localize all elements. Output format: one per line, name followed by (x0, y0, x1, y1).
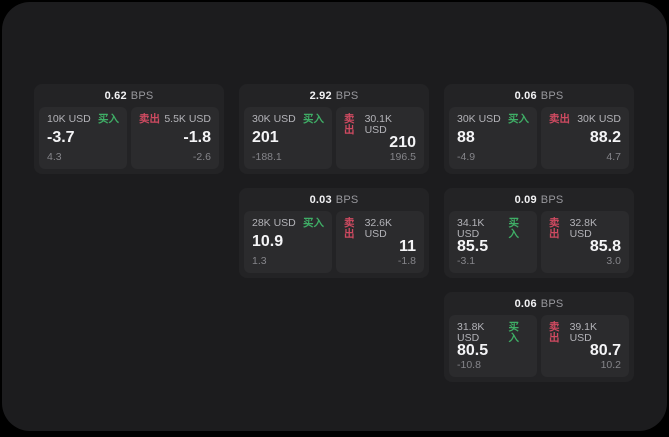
sell-delta: 10.2 (600, 359, 621, 372)
sell-price: 11 (399, 238, 416, 256)
spread-header: 0.06 BPS (444, 84, 634, 107)
buy-side-label: 买入 (508, 321, 519, 344)
buy-amount-label: 10K USD (47, 113, 91, 125)
spread-unit-label: BPS (540, 297, 564, 310)
sell-amount-label: 32.8K USD (569, 217, 598, 240)
sell-tile[interactable]: 卖出 30K USD 88.2 4.7 (541, 107, 629, 169)
buy-delta: -3.1 (457, 255, 476, 268)
sell-side-label: 卖出 (139, 113, 160, 125)
buy-side-label: 买入 (303, 113, 324, 125)
buy-price: 80.5 (457, 342, 489, 360)
quote-cards-grid: 0.62 BPS 10K USD 买入 -3.7 4.3 卖出 5.5K USD… (34, 84, 634, 382)
sell-side-label: 卖出 (344, 217, 355, 240)
buy-price: 201 (252, 129, 279, 147)
spread-value: 0.06 (514, 89, 537, 102)
spread-header: 0.06 BPS (444, 292, 634, 315)
buy-amount-label: 30K USD (457, 113, 501, 125)
spread-unit-label: BPS (335, 193, 359, 206)
quote-body: 10K USD 买入 -3.7 4.3 卖出 5.5K USD -1.8 -2.… (34, 107, 224, 174)
quote-body: 28K USD 买入 10.9 1.3 卖出 32.6K USD 11 -1.8 (239, 211, 429, 278)
quote-card: 2.92 BPS 30K USD 买入 201 -188.1 卖出 30.1K … (239, 84, 429, 174)
sell-tile[interactable]: 卖出 32.8K USD 85.8 3.0 (541, 211, 629, 273)
spread-value: 0.09 (514, 193, 537, 206)
buy-delta: -188.1 (252, 151, 282, 164)
spread-value: 0.62 (104, 89, 127, 102)
sell-price: 88.2 (589, 129, 621, 147)
quote-card: 0.06 BPS 31.8K USD 买入 80.5 -10.8 卖出 39.1… (444, 292, 634, 382)
quote-body: 30K USD 买入 88 -4.9 卖出 30K USD 88.2 4.7 (444, 107, 634, 174)
sell-amount-label: 5.5K USD (164, 113, 211, 125)
sell-delta: 4.7 (606, 151, 621, 164)
buy-tile[interactable]: 31.8K USD 买入 80.5 -10.8 (449, 315, 537, 377)
buy-price: 10.9 (252, 233, 284, 251)
buy-amount-label: 34.1K USD (457, 217, 485, 240)
buy-amount-label: 30K USD (252, 113, 296, 125)
quote-body: 30K USD 买入 201 -188.1 卖出 30.1K USD 210 1… (239, 107, 429, 174)
buy-tile[interactable]: 10K USD 买入 -3.7 4.3 (39, 107, 127, 169)
buy-tile[interactable]: 30K USD 买入 201 -188.1 (244, 107, 332, 169)
sell-side-label: 卖出 (549, 217, 560, 240)
sell-side-label: 卖出 (344, 113, 355, 136)
buy-delta: 1.3 (252, 255, 267, 268)
buy-side-label: 买入 (303, 217, 324, 229)
buy-amount-label: 31.8K USD (457, 321, 485, 344)
buy-side-label: 买入 (508, 113, 529, 125)
spread-value: 0.06 (514, 297, 537, 310)
sell-price: 210 (389, 134, 416, 152)
sell-tile[interactable]: 卖出 5.5K USD -1.8 -2.6 (131, 107, 219, 169)
spread-unit-label: BPS (540, 193, 564, 206)
sell-side-label: 卖出 (549, 321, 560, 344)
sell-tile[interactable]: 卖出 32.6K USD 11 -1.8 (336, 211, 424, 273)
spread-unit-label: BPS (540, 89, 564, 102)
sell-tile[interactable]: 卖出 39.1K USD 80.7 10.2 (541, 315, 629, 377)
sell-delta: 196.5 (389, 151, 416, 164)
sell-side-label: 卖出 (549, 113, 570, 125)
sell-amount-label: 30K USD (577, 113, 621, 125)
spread-header: 0.03 BPS (239, 188, 429, 211)
buy-side-label: 买入 (508, 217, 519, 240)
spread-header: 0.62 BPS (34, 84, 224, 107)
sell-price: -1.8 (183, 129, 211, 147)
quote-card: 0.06 BPS 30K USD 买入 88 -4.9 卖出 30K USD 8… (444, 84, 634, 174)
spread-value: 0.03 (309, 193, 332, 206)
spread-header: 0.09 BPS (444, 188, 634, 211)
buy-delta: -4.9 (457, 151, 476, 164)
buy-tile[interactable]: 34.1K USD 买入 85.5 -3.1 (449, 211, 537, 273)
spread-unit-label: BPS (335, 89, 359, 102)
buy-price: -3.7 (47, 129, 75, 147)
spread-header: 2.92 BPS (239, 84, 429, 107)
quote-card: 0.09 BPS 34.1K USD 买入 85.5 -3.1 卖出 32.8K… (444, 188, 634, 278)
buy-tile[interactable]: 28K USD 买入 10.9 1.3 (244, 211, 332, 273)
quote-body: 31.8K USD 买入 80.5 -10.8 卖出 39.1K USD 80.… (444, 315, 634, 382)
sell-amount-label: 32.6K USD (364, 217, 393, 240)
buy-delta: -10.8 (457, 359, 481, 372)
buy-price: 88 (457, 129, 475, 147)
buy-price: 85.5 (457, 238, 489, 256)
buy-amount-label: 28K USD (252, 217, 296, 229)
quote-body: 34.1K USD 买入 85.5 -3.1 卖出 32.8K USD 85.8… (444, 211, 634, 278)
sell-delta: -2.6 (192, 151, 211, 164)
sell-delta: -1.8 (397, 255, 416, 268)
buy-tile[interactable]: 30K USD 买入 88 -4.9 (449, 107, 537, 169)
spread-unit-label: BPS (130, 89, 154, 102)
sell-amount-label: 30.1K USD (364, 113, 393, 136)
sell-delta: 3.0 (606, 255, 621, 268)
spread-value: 2.92 (309, 89, 332, 102)
quote-card: 0.62 BPS 10K USD 买入 -3.7 4.3 卖出 5.5K USD… (34, 84, 224, 174)
buy-side-label: 买入 (98, 113, 119, 125)
sell-tile[interactable]: 卖出 30.1K USD 210 196.5 (336, 107, 424, 169)
sell-price: 85.8 (589, 238, 621, 256)
sell-amount-label: 39.1K USD (569, 321, 598, 344)
quote-card: 0.03 BPS 28K USD 买入 10.9 1.3 卖出 32.6K US… (239, 188, 429, 278)
buy-delta: 4.3 (47, 151, 62, 164)
sell-price: 80.7 (589, 342, 621, 360)
